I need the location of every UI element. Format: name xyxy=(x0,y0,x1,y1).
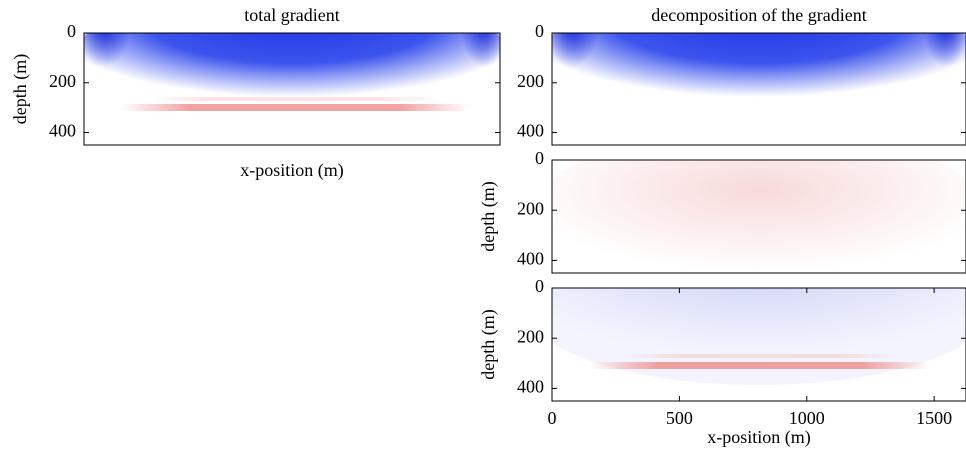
x-axis-label: x-position (m) xyxy=(707,427,811,448)
y-tick-label: 400 xyxy=(49,121,76,141)
panel-title: decomposition of the gradient xyxy=(651,5,866,25)
plot-frame xyxy=(551,159,966,274)
y-tick-label: 200 xyxy=(517,71,544,91)
x-axis-label: x-position (m) xyxy=(240,160,344,181)
heatmap-image xyxy=(552,160,966,273)
x-tick-label: 1500 xyxy=(916,408,952,428)
x-tick-label: 1000 xyxy=(789,408,825,428)
panel-title: total gradient xyxy=(244,5,339,25)
y-axis-label: depth (m) xyxy=(478,309,499,379)
y-axis-label: depth (m) xyxy=(10,54,31,124)
y-tick-label: 400 xyxy=(517,377,544,397)
y-tick-label: 200 xyxy=(49,71,76,91)
heatmap-image xyxy=(552,288,966,385)
plot-frame xyxy=(551,287,966,402)
plot-frame xyxy=(83,32,501,146)
y-tick-label: 0 xyxy=(535,21,544,41)
y-tick-label: 0 xyxy=(67,21,76,41)
x-tick-label: 500 xyxy=(666,408,693,428)
plot-frame xyxy=(551,32,966,146)
y-tick-label: 400 xyxy=(517,121,544,141)
y-tick-label: 0 xyxy=(535,148,544,168)
y-axis-label: depth (m) xyxy=(478,181,499,251)
y-tick-label: 200 xyxy=(517,326,544,346)
y-tick-label: 200 xyxy=(517,198,544,218)
y-tick-label: 400 xyxy=(517,249,544,269)
x-tick-label: 0 xyxy=(548,408,557,428)
heatmap-image xyxy=(84,33,500,125)
heatmap-image xyxy=(552,33,966,125)
y-tick-label: 0 xyxy=(535,276,544,296)
